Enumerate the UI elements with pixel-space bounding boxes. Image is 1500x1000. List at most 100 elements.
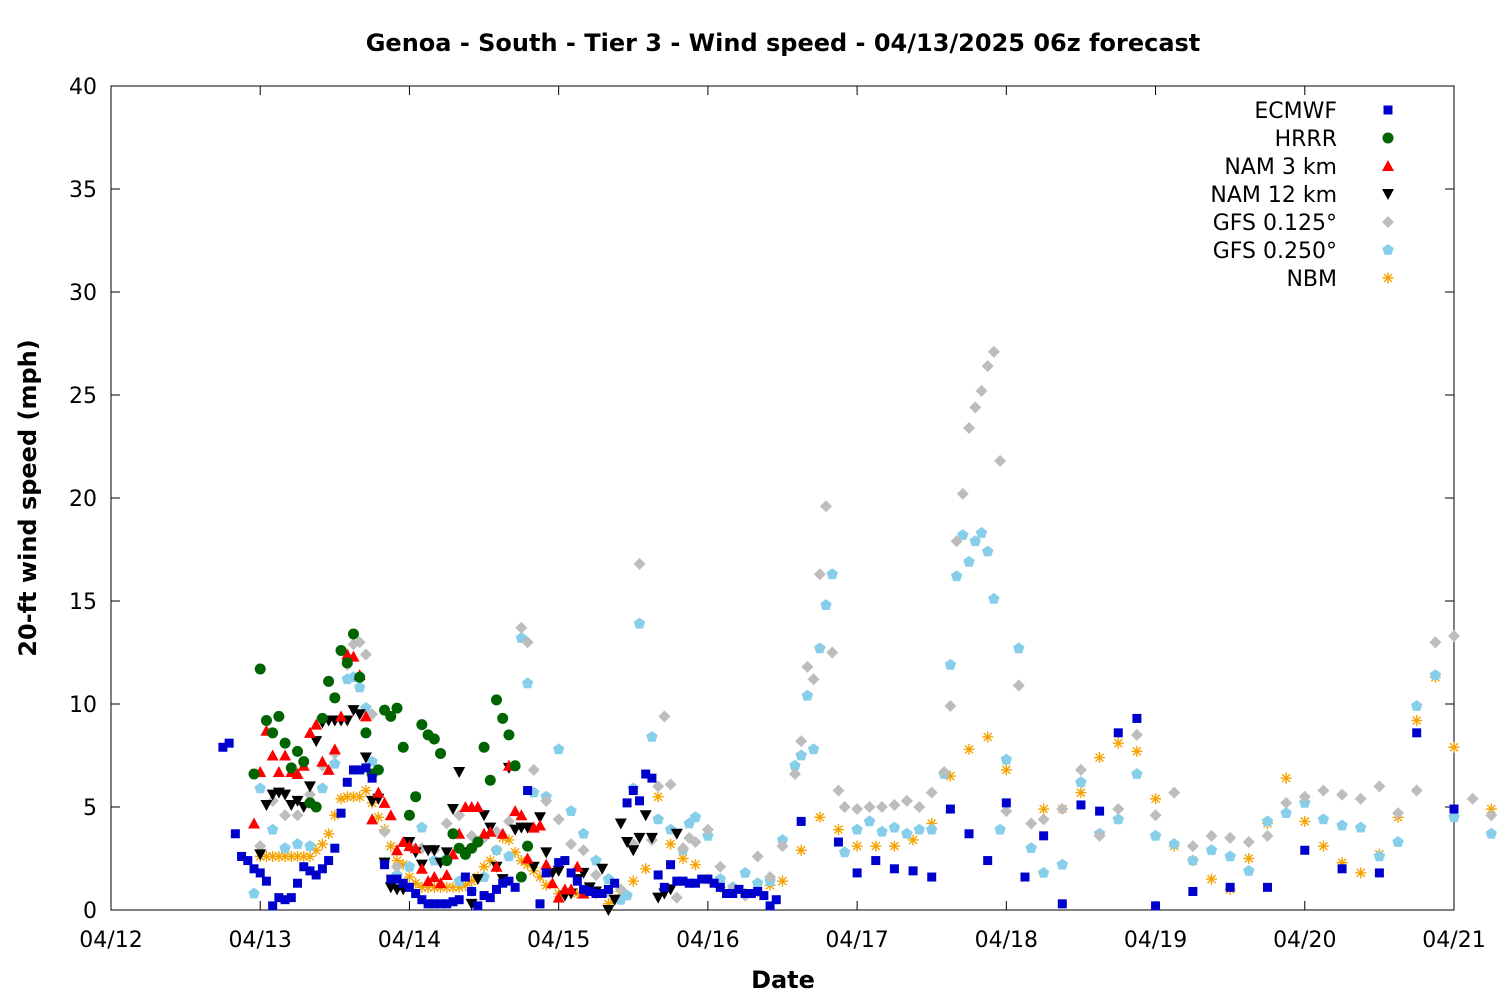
data-point bbox=[652, 892, 665, 904]
data-point bbox=[838, 801, 851, 813]
chart-title: Genoa - South - Tier 3 - Wind speed - 04… bbox=[366, 29, 1201, 57]
data-point bbox=[453, 881, 465, 893]
data-point bbox=[944, 770, 956, 782]
data-point bbox=[1151, 901, 1161, 911]
data-point bbox=[503, 729, 515, 741]
legend-marker-diamond bbox=[1382, 216, 1394, 228]
data-point bbox=[540, 794, 553, 807]
data-point bbox=[875, 801, 888, 813]
data-point bbox=[1168, 838, 1180, 849]
data-point bbox=[1412, 728, 1422, 738]
y-axis: 0 5 10 15 20 25 30 35 40 bbox=[69, 75, 1454, 924]
data-point bbox=[739, 866, 751, 878]
data-point bbox=[776, 840, 789, 853]
data-point bbox=[1113, 728, 1123, 738]
series-gfs-0-125 bbox=[254, 345, 1498, 904]
data-point bbox=[417, 895, 427, 905]
data-point bbox=[628, 786, 638, 796]
legend-marker-pentagon bbox=[1382, 244, 1394, 255]
data-point bbox=[323, 675, 335, 687]
data-point bbox=[453, 766, 466, 778]
data-point bbox=[515, 621, 528, 634]
data-point bbox=[646, 731, 658, 742]
legend-label: GFS 0.250° bbox=[1213, 239, 1337, 264]
data-point bbox=[1317, 840, 1329, 852]
legend-marker-circle bbox=[1382, 132, 1394, 144]
data-point bbox=[311, 870, 321, 880]
data-point bbox=[1337, 864, 1347, 874]
data-point bbox=[888, 821, 901, 833]
data-point bbox=[938, 765, 951, 778]
data-point bbox=[473, 901, 483, 911]
data-point bbox=[969, 535, 981, 547]
data-point bbox=[851, 803, 864, 816]
data-point bbox=[1392, 807, 1405, 820]
data-point bbox=[1013, 642, 1025, 654]
data-point bbox=[814, 811, 826, 823]
data-point bbox=[994, 454, 1007, 467]
data-point bbox=[888, 798, 901, 811]
data-point bbox=[1243, 864, 1255, 876]
data-point bbox=[759, 891, 769, 901]
data-point bbox=[484, 855, 496, 867]
data-point bbox=[801, 660, 814, 673]
data-point bbox=[585, 886, 595, 896]
data-point bbox=[435, 747, 447, 759]
data-point bbox=[1056, 858, 1068, 870]
data-point bbox=[267, 850, 279, 862]
x-axis: 04/12 04/13 04/14 04/15 04/16 04/17 04/18 04/19… bbox=[79, 86, 1486, 953]
data-point bbox=[1057, 899, 1067, 909]
data-point bbox=[1300, 845, 1310, 855]
y-axis-label: 20-ft wind speed (mph) bbox=[14, 339, 42, 656]
data-point bbox=[305, 866, 315, 876]
data-point bbox=[627, 845, 640, 857]
data-point bbox=[678, 876, 688, 886]
data-point bbox=[366, 813, 379, 825]
data-point bbox=[1012, 679, 1025, 692]
data-point bbox=[310, 801, 322, 813]
legend-marker-triangle-down bbox=[1382, 189, 1394, 200]
data-point bbox=[1130, 728, 1143, 741]
data-point bbox=[391, 860, 404, 873]
data-point bbox=[503, 834, 515, 846]
data-point bbox=[218, 742, 228, 752]
data-point bbox=[254, 663, 266, 675]
data-point bbox=[441, 881, 453, 893]
data-point bbox=[957, 529, 969, 540]
data-point bbox=[478, 871, 490, 882]
data-point bbox=[982, 731, 994, 743]
data-point bbox=[1411, 700, 1423, 711]
data-point bbox=[354, 681, 366, 693]
data-point bbox=[771, 895, 781, 905]
data-point bbox=[423, 899, 433, 909]
data-point bbox=[807, 673, 820, 686]
data-point bbox=[384, 809, 397, 821]
data-point bbox=[870, 840, 882, 852]
data-point bbox=[478, 741, 490, 753]
data-point bbox=[728, 889, 738, 899]
data-point bbox=[329, 692, 341, 704]
data-point bbox=[266, 749, 279, 761]
data-point bbox=[410, 791, 422, 803]
data-point bbox=[652, 780, 665, 793]
data-point bbox=[647, 773, 657, 783]
data-point bbox=[565, 805, 577, 816]
data-point bbox=[1429, 636, 1442, 649]
data-point bbox=[677, 842, 690, 855]
data-point bbox=[403, 809, 415, 821]
data-point bbox=[1317, 784, 1330, 797]
data-point bbox=[740, 889, 750, 899]
data-point bbox=[622, 798, 632, 808]
data-point bbox=[1205, 844, 1218, 856]
data-point bbox=[689, 836, 702, 849]
data-point bbox=[789, 759, 801, 771]
data-point bbox=[751, 850, 764, 863]
data-point bbox=[353, 636, 366, 649]
legend-label: HRRR bbox=[1275, 127, 1337, 152]
data-point bbox=[983, 856, 993, 866]
data-point bbox=[1093, 829, 1106, 842]
data-point bbox=[391, 844, 404, 856]
data-point bbox=[285, 799, 298, 811]
data-point bbox=[571, 888, 583, 900]
